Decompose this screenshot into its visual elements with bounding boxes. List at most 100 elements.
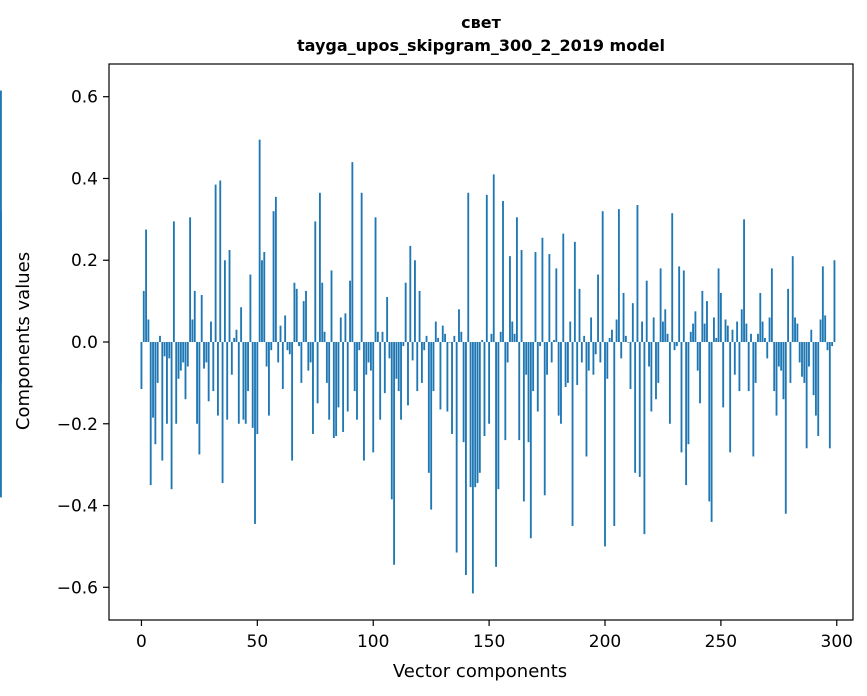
bar-103: [379, 342, 382, 420]
bar-63: [286, 342, 289, 351]
bar-206: [617, 209, 620, 342]
bar-238: [692, 323, 694, 342]
y-tick-label: 0.6: [71, 88, 98, 108]
bar-117: [411, 342, 414, 361]
bar-0: [140, 342, 143, 390]
bar-67: [295, 288, 298, 342]
bar-55: [268, 342, 270, 416]
bar-62: [284, 315, 287, 342]
bar-155: [499, 331, 502, 342]
bar-137: [458, 309, 460, 342]
bar-263: [750, 333, 752, 342]
bar-204: [613, 342, 616, 526]
bar-73: [309, 342, 312, 363]
bar-49: [254, 342, 256, 524]
bar-271: [768, 317, 771, 342]
bar-265: [754, 342, 757, 383]
bar-8: [159, 335, 161, 342]
bar-281: [791, 256, 794, 342]
bar-86: [339, 317, 342, 342]
bar-217: [643, 342, 646, 535]
bar-260: [743, 219, 745, 342]
bar-251: [722, 342, 725, 408]
bar-9: [161, 342, 164, 461]
bar-214: [636, 205, 639, 342]
bar-147: [481, 339, 484, 342]
bar-54: [265, 342, 268, 367]
bar-146: [478, 342, 481, 473]
bar-115: [407, 342, 409, 406]
bar-56: [270, 342, 273, 351]
bar-31: [212, 342, 215, 392]
bar-298: [831, 342, 834, 347]
bar-77: [318, 192, 321, 342]
bar-240: [696, 342, 699, 371]
bar-218: [645, 280, 648, 342]
bar-39: [230, 342, 233, 375]
bar-79: [323, 331, 326, 342]
bar-277: [782, 342, 785, 400]
bar-6: [154, 342, 157, 445]
bar-210: [627, 342, 630, 343]
bar-170: [534, 252, 537, 342]
bar-90: [349, 280, 351, 342]
bar-124: [427, 342, 430, 473]
bar-27: [203, 342, 205, 369]
bar-33: [217, 342, 219, 416]
bar-250: [719, 292, 722, 342]
bar-25: [198, 342, 201, 455]
bar-114: [404, 282, 407, 342]
bar-188: [576, 342, 579, 385]
bar-201: [606, 342, 609, 379]
bar-40: [233, 337, 236, 342]
bar-59: [277, 342, 280, 363]
bar-135: [453, 335, 456, 342]
bar-84: [335, 342, 338, 437]
bar-148: [483, 342, 486, 437]
bar-276: [780, 342, 783, 371]
bar-85: [337, 342, 340, 408]
bar-143: [471, 342, 474, 594]
bar-164: [520, 250, 523, 342]
bar-149: [485, 194, 488, 342]
bar-172: [539, 342, 542, 347]
bar-15: [175, 342, 178, 424]
bar-69: [300, 342, 303, 383]
bar-44: [242, 342, 245, 420]
chart-title: свет: [461, 13, 501, 32]
bar-289: [810, 329, 813, 342]
bar-197: [597, 274, 599, 342]
bar-undefined: [0, 342, 2, 498]
bar-266: [757, 333, 759, 342]
x-tick-label: 0: [136, 632, 147, 652]
bar-205: [615, 319, 618, 342]
bar-153: [495, 342, 497, 567]
bar-228: [668, 342, 671, 424]
bar-242: [701, 290, 704, 342]
bar-130: [441, 325, 444, 342]
bar-234: [682, 270, 685, 342]
bar-38: [228, 250, 231, 342]
bar-144: [474, 342, 477, 488]
bar-152: [492, 174, 495, 342]
bar-252: [724, 319, 727, 342]
bar-29: [207, 342, 210, 402]
bar-245: [708, 342, 711, 502]
bar-157: [504, 342, 507, 441]
bar-286: [803, 342, 806, 383]
bar-174: [543, 342, 546, 496]
bar-113: [402, 342, 405, 347]
bar-293: [819, 319, 822, 342]
bar-145: [476, 342, 479, 484]
bar-235: [685, 342, 688, 486]
bar-102: [376, 331, 379, 342]
bar-175: [546, 342, 548, 375]
bar-undefined: [0, 211, 2, 342]
bar-12: [168, 342, 171, 359]
bar-133: [448, 342, 451, 343]
bar-105: [383, 342, 386, 394]
bar-138: [460, 331, 463, 342]
bar-248: [715, 337, 718, 342]
bar-284: [798, 342, 801, 363]
bar-158: [506, 342, 509, 363]
